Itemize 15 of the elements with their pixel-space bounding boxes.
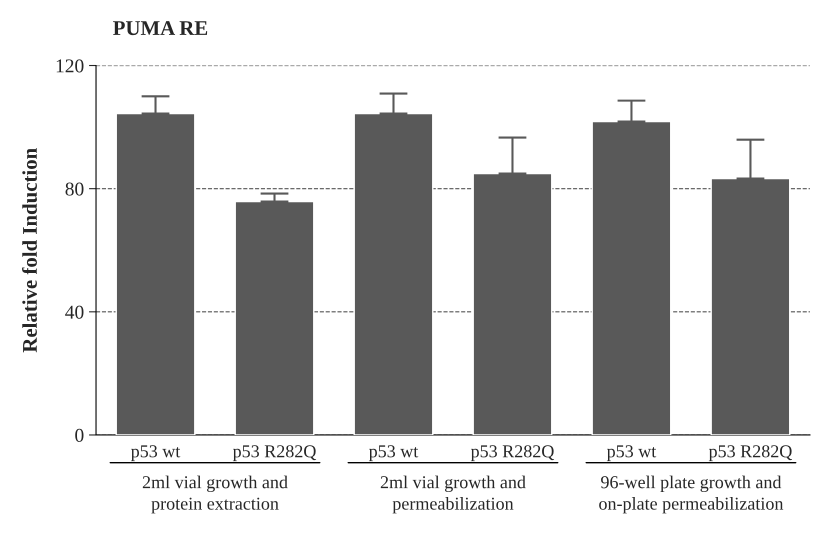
x-tick-label: p53 wt	[606, 445, 656, 462]
x-tick-label: p53 R282Q	[708, 445, 792, 462]
y-tick-label: 0	[75, 428, 84, 442]
y-tick-label: 120	[56, 59, 84, 72]
y-tick-label: 40	[65, 306, 84, 319]
text: 96-well plate growth and on-plate permeabilization	[599, 476, 784, 514]
x-tick-label: p53 R282Q	[470, 445, 554, 462]
text: 2ml vial growth and protein extraction	[142, 476, 288, 514]
x-tick-label: p53 wt	[368, 445, 418, 462]
text: 2ml vial growth and permeabilization	[380, 476, 526, 514]
y-tick-label: 80	[66, 182, 84, 196]
chart-title: PUMA RE	[113, 21, 208, 36]
x-tick-label: p53 wt	[130, 445, 180, 462]
y-axis-title: Relative fold Induction	[22, 148, 37, 352]
x-tick-label: p53 R282Q	[232, 445, 316, 462]
